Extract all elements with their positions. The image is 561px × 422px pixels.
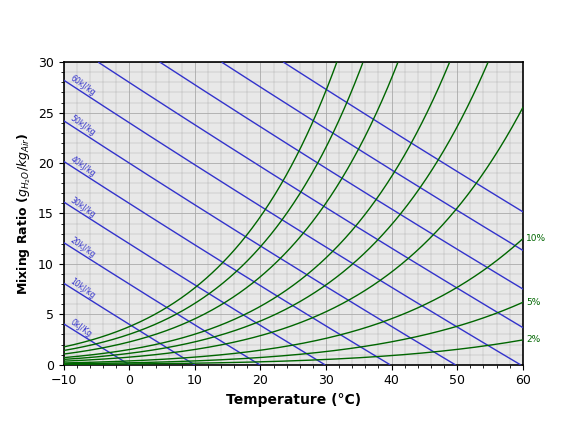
Text: 60kJ/kg: 60kJ/kg (68, 73, 97, 97)
Text: 20kJ/kg: 20kJ/kg (68, 236, 97, 260)
Text: 0kJ/Kg: 0kJ/Kg (68, 317, 93, 338)
X-axis label: Temperature (°C): Temperature (°C) (226, 393, 361, 407)
Text: 10%: 10% (526, 234, 546, 243)
Text: 2%: 2% (526, 335, 540, 344)
Text: 10kJ/kg: 10kJ/kg (68, 276, 97, 300)
Text: 40kJ/kg: 40kJ/kg (68, 155, 97, 179)
Text: 5%: 5% (526, 298, 540, 307)
Text: 30kJ/kg: 30kJ/kg (68, 195, 97, 219)
Text: 50kJ/kg: 50kJ/kg (68, 114, 97, 138)
Y-axis label: Mixing Ratio ($g_{H_2O}/kg_{Air}$): Mixing Ratio ($g_{H_2O}/kg_{Air}$) (15, 132, 33, 295)
